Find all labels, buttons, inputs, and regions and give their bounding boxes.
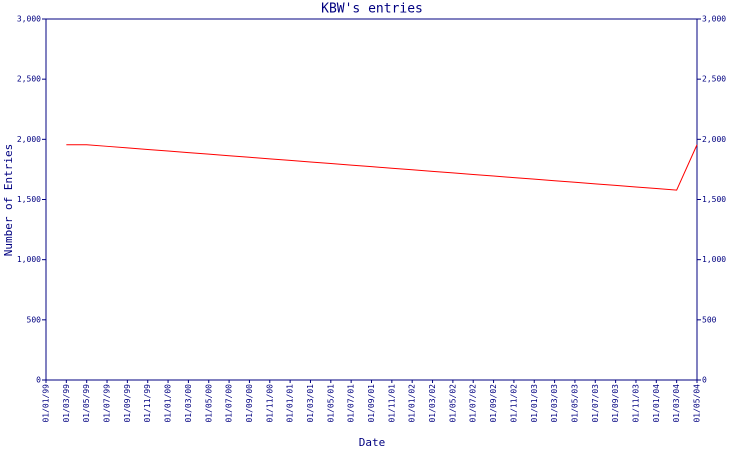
x-tick-label: 01/05/99 [82, 384, 91, 423]
y-tick-label: 1,500 [17, 195, 41, 204]
x-tick-label: 01/07/00 [225, 384, 234, 423]
x-tick-label: 01/03/00 [184, 384, 193, 423]
y2-tick-label: 0 [702, 376, 707, 385]
x-tick-label: 01/11/02 [509, 384, 518, 423]
x-tick-label: 01/03/04 [672, 384, 681, 423]
x-tick-label: 01/01/03 [530, 384, 539, 423]
x-tick-label: 01/09/99 [123, 384, 132, 423]
chart-title: KBW's entries [321, 2, 423, 17]
x-tick-label: 01/07/03 [591, 384, 600, 423]
y2-tick-label: 2,500 [702, 75, 726, 84]
x-tick-label: 01/01/04 [652, 384, 661, 423]
y-tick-label: 500 [27, 315, 42, 324]
x-tick-label: 01/09/00 [245, 384, 254, 423]
y2-tick-label: 2,000 [702, 135, 726, 144]
plot-frame [45, 18, 698, 381]
y2-tick-label: 500 [702, 315, 717, 324]
x-tick-label: 01/11/03 [631, 384, 640, 423]
y2-tick-label: 3,000 [702, 15, 726, 24]
y-axis-label: Number of Entries [2, 144, 15, 257]
y-tick-label: 1,000 [17, 255, 41, 264]
x-tick-label: 01/01/00 [164, 384, 173, 423]
x-tick-label: 01/11/99 [143, 384, 152, 423]
y-tick-label: 2,000 [17, 135, 41, 144]
x-tick-label: 01/07/99 [103, 384, 112, 423]
x-tick-label: 01/03/99 [62, 384, 71, 423]
x-tick-label: 01/05/04 [693, 384, 702, 423]
y2-tick-label: 1,000 [702, 255, 726, 264]
x-tick-label: 01/11/01 [387, 384, 396, 423]
y-tick-label: 0 [36, 376, 41, 385]
x-tick-label: 01/03/03 [550, 384, 559, 423]
data-line [66, 144, 698, 191]
x-tick-label: 01/05/01 [326, 384, 335, 423]
y-tick-label: 3,000 [17, 15, 41, 24]
x-tick-label: 01/03/01 [306, 384, 315, 423]
x-tick-label: 01/09/03 [611, 384, 620, 423]
x-tick-label: 01/01/99 [42, 384, 51, 423]
x-tick-label: 01/01/01 [286, 384, 295, 423]
x-tick-label: 01/09/01 [367, 384, 376, 423]
x-tick-label: 01/11/00 [265, 384, 274, 423]
x-tick-label: 01/05/03 [570, 384, 579, 423]
x-tick-label: 01/01/02 [408, 384, 417, 423]
x-axis-label: Date [359, 436, 386, 449]
x-tick-label: 01/07/02 [469, 384, 478, 423]
y2-tick-label: 1,500 [702, 195, 726, 204]
x-tick-label: 01/03/02 [428, 384, 437, 423]
x-tick-label: 01/05/00 [204, 384, 213, 423]
x-tick-label: 01/07/01 [347, 384, 356, 423]
x-tick-label: 01/09/02 [489, 384, 498, 423]
y-tick-label: 2,500 [17, 75, 41, 84]
x-tick-label: 01/05/02 [448, 384, 457, 423]
